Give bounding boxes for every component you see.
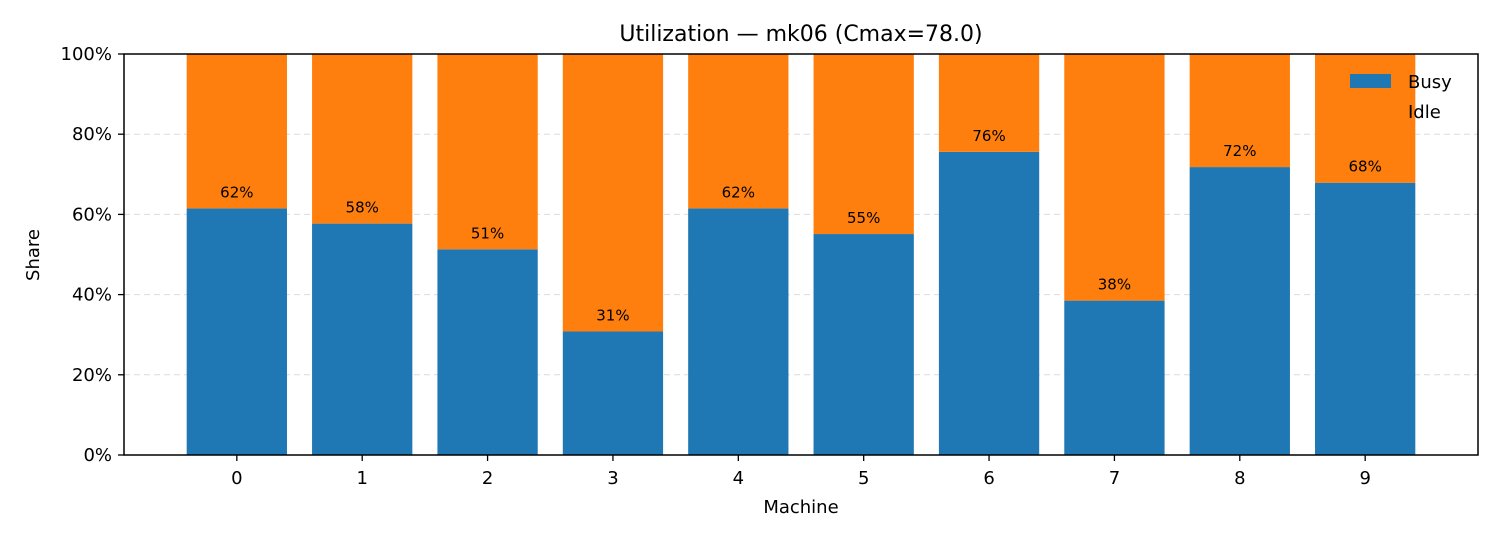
bar-idle: [938, 54, 1040, 152]
bar-idle: [1064, 54, 1165, 301]
bar-busy: [437, 249, 538, 455]
x-tick-label: 2: [482, 468, 493, 489]
y-tick-label: 80%: [72, 124, 112, 145]
y-axis-label: Share: [23, 229, 44, 281]
bar-busy: [813, 234, 914, 455]
bar-idle: [688, 54, 789, 209]
bar-busy: [688, 208, 789, 455]
y-tick-label: 60%: [72, 204, 112, 225]
bar-value-label: 62%: [722, 183, 755, 201]
legend-swatch: [1350, 74, 1391, 88]
data-labels: 62% 58% 51% 31% 62% 55% 76% 38% 72% 68%: [220, 127, 1382, 325]
bar-idle: [437, 54, 538, 250]
bar-value-label: 31%: [596, 306, 629, 324]
x-axis-label: Machine: [763, 497, 838, 518]
bar-busy: [1315, 182, 1416, 455]
bar-value-label: 58%: [346, 199, 379, 217]
bar-value-label: 68%: [1348, 158, 1381, 176]
y-tick-label: 100%: [61, 44, 112, 65]
x-tick-label: 6: [983, 468, 994, 489]
bar-busy: [312, 223, 413, 455]
bar-busy: [562, 331, 664, 455]
legend: Busy Idle: [1350, 72, 1452, 123]
bar-busy: [1189, 167, 1290, 455]
x-tick-label: 9: [1359, 468, 1370, 489]
x-axis: 0 1 2 3 4 5 6 7 8 9: [231, 455, 1371, 489]
x-tick-label: 8: [1234, 468, 1245, 489]
bar-value-label: 72%: [1223, 142, 1256, 160]
legend-label: Idle: [1408, 102, 1441, 123]
bar-value-label: 38%: [1098, 276, 1131, 294]
bar-idle: [186, 54, 287, 209]
legend-label: Busy: [1408, 72, 1452, 93]
x-tick-label: 5: [858, 468, 869, 489]
x-tick-label: 0: [231, 468, 242, 489]
bar-value-label: 62%: [220, 183, 253, 201]
bar-idle: [1189, 54, 1290, 168]
bar-value-label: 55%: [847, 209, 880, 227]
bar-busy: [186, 208, 287, 455]
x-tick-label: 3: [607, 468, 618, 489]
bar-busy: [1064, 300, 1165, 455]
legend-swatch: [1350, 104, 1391, 118]
bars: [186, 54, 1416, 455]
y-tick-label: 20%: [72, 365, 112, 386]
x-tick-label: 4: [733, 468, 744, 489]
y-axis: 0% 20% 40% 60% 80% 100%: [61, 44, 124, 466]
bar-value-label: 76%: [972, 127, 1005, 145]
plot-frame: [123, 53, 1479, 456]
bar-idle: [813, 54, 914, 235]
x-tick-label: 7: [1109, 468, 1120, 489]
y-tick-label: 0%: [83, 445, 112, 466]
bar-value-label: 51%: [471, 224, 504, 242]
chart-title: Utilization — mk06 (Cmax=78.0): [619, 22, 982, 47]
x-tick-label: 1: [356, 468, 367, 489]
bar-idle: [312, 54, 413, 224]
y-tick-label: 40%: [72, 285, 112, 306]
bar-busy: [938, 151, 1040, 455]
bar-idle: [562, 54, 664, 332]
